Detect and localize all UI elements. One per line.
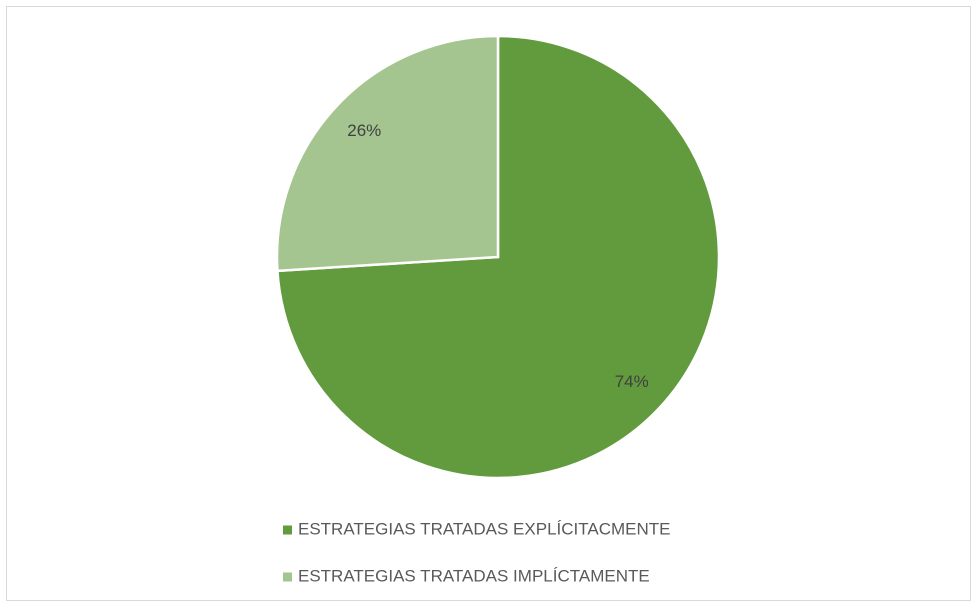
data-label: 26% (347, 121, 381, 140)
legend-label: ESTRATEGIAS TRATADAS IMPLÍCTAMENTE (298, 566, 650, 585)
legend-swatch (283, 572, 292, 582)
pie-slice (275, 34, 500, 273)
legend-label: ESTRATEGIAS TRATADAS EXPLÍCITACMENTE (298, 519, 671, 538)
data-label: 74% (615, 372, 649, 391)
legend-swatch (283, 525, 292, 535)
